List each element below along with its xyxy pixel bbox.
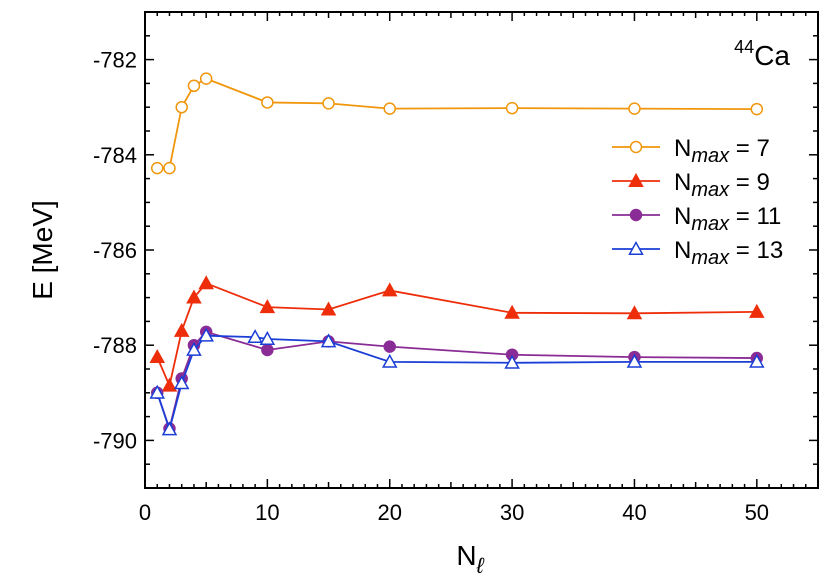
data-point	[626, 305, 643, 320]
legend-marker	[628, 240, 644, 255]
x-axis-label-main: N	[456, 540, 476, 571]
legend-entry: Nmax = 7	[612, 135, 770, 167]
series-line	[157, 77, 757, 170]
data-point	[173, 375, 190, 390]
legend-label: Nmax = 13	[674, 237, 783, 269]
x-tick-label: 20	[377, 500, 401, 525]
data-point	[381, 353, 398, 368]
series-line	[156, 330, 757, 432]
legend-marker	[629, 208, 643, 222]
x-tick-label: 0	[139, 500, 151, 525]
legend-label-sub: max	[691, 247, 730, 269]
data-point	[186, 341, 202, 356]
data-point	[505, 101, 519, 115]
legend-label-value: = 11	[729, 203, 781, 230]
series-line	[156, 282, 757, 389]
data-point	[322, 97, 335, 110]
data-point	[381, 282, 398, 297]
series-1	[149, 275, 765, 392]
data-point	[175, 100, 188, 114]
data-point	[173, 322, 190, 337]
y-tick-label: -784	[93, 143, 137, 168]
data-point	[198, 327, 214, 342]
data-point	[749, 353, 765, 368]
x-axis-label-sub: ℓ	[476, 553, 485, 578]
legend-label-value: = 9	[729, 169, 770, 196]
data-point	[259, 299, 276, 314]
x-tick-label: 50	[745, 500, 769, 525]
data-point	[259, 330, 276, 345]
data-point	[163, 161, 176, 175]
y-tick-label: -786	[93, 238, 137, 263]
legend-marker	[629, 140, 643, 154]
annotation: 44Ca	[734, 37, 790, 71]
legend-label-main: N	[674, 169, 691, 196]
x-tick-label: 10	[255, 500, 279, 525]
data-point	[320, 333, 337, 348]
y-tick-label: -782	[93, 48, 137, 73]
data-point	[150, 161, 164, 175]
legend-label: Nmax = 11	[674, 203, 781, 235]
legend-label-main: N	[674, 203, 691, 230]
data-point	[261, 96, 274, 109]
legend-label: Nmax = 7	[674, 135, 770, 167]
data-point	[628, 102, 641, 115]
legend-label-value: = 13	[729, 237, 783, 264]
data-point	[749, 303, 765, 318]
annotation-text: Ca	[754, 40, 790, 71]
data-point	[149, 384, 166, 399]
data-point	[750, 102, 764, 116]
y-tick-label: -788	[93, 333, 137, 358]
data-point	[199, 72, 213, 85]
series-0	[150, 72, 764, 175]
data-point	[161, 421, 178, 436]
x-axis-label: Nℓ	[456, 540, 484, 578]
legend-label-main: N	[674, 135, 691, 162]
data-point	[187, 79, 201, 93]
series-line	[156, 334, 757, 433]
x-tick-label: 30	[500, 500, 524, 525]
data-point	[261, 343, 274, 357]
data-point	[504, 354, 520, 369]
data-point	[247, 329, 263, 344]
data-point	[198, 275, 214, 290]
annotation-superscript: 44	[734, 37, 754, 57]
data-point	[504, 304, 520, 319]
legend-entry: Nmax = 9	[612, 169, 770, 201]
data-point	[626, 353, 643, 368]
x-tick-label: 40	[622, 500, 646, 525]
y-tick-label: -790	[93, 428, 137, 453]
data-point	[383, 340, 396, 353]
legend-label-sub: max	[691, 213, 730, 235]
legend-marker	[628, 172, 644, 187]
legend-entry: Nmax = 11	[612, 203, 781, 235]
legend-label-value: = 7	[729, 135, 770, 162]
data-point	[383, 102, 396, 115]
series-layer	[149, 72, 765, 436]
series-2	[150, 325, 764, 435]
series-3	[149, 327, 765, 436]
legend-label-main: N	[674, 237, 691, 264]
data-point	[186, 289, 202, 304]
data-point	[320, 301, 337, 316]
data-point	[149, 349, 166, 364]
legend-entry: Nmax = 13	[612, 237, 783, 269]
legend-label: Nmax = 9	[674, 169, 770, 201]
axis-ticks: 0 10 20 30 40 50 -782 -784 -786 -788 -790	[93, 11, 819, 525]
legend-label-sub: max	[691, 145, 730, 167]
y-axis-label: E [MeV]	[27, 200, 58, 300]
legend-label-sub: max	[691, 179, 730, 201]
data-point	[161, 377, 178, 392]
